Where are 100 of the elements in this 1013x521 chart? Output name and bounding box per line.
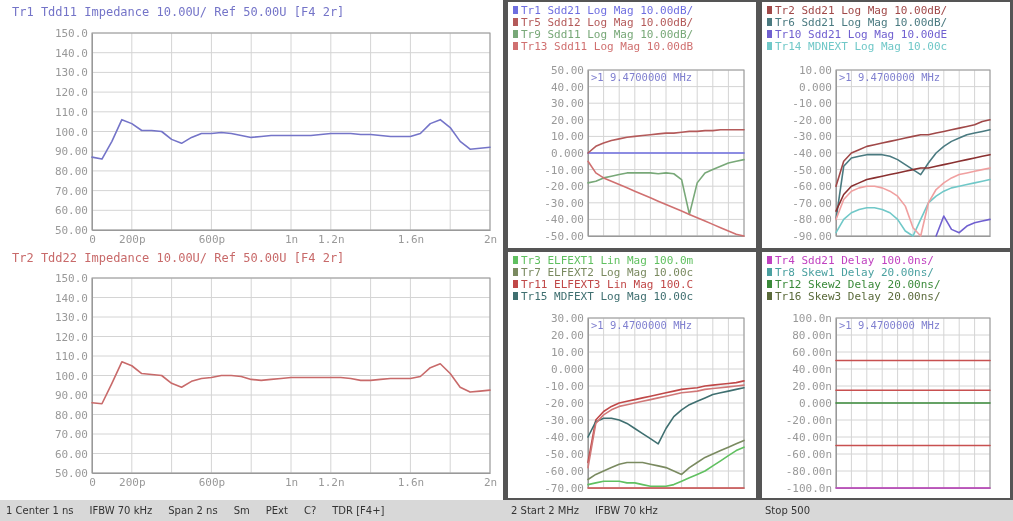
y-tick-label: 0.000 <box>798 80 832 94</box>
y-tick-label: -20.00 <box>544 180 584 194</box>
legend-label: Tr9 Sdd11 Log Mag 10.00dB/ <box>521 28 694 41</box>
legend-label: Tr3 ELFEXT1 Lin Mag 100.0m <box>521 254 694 267</box>
y-tick-label: -10.00 <box>544 380 584 394</box>
y-tick-label: 30.00 <box>550 97 584 111</box>
y-tick-label: -50.00 <box>792 163 832 177</box>
annotation: >1 9.4700000 MHz <box>839 319 941 331</box>
x-tick-label: 1.6n <box>397 232 425 246</box>
line-series <box>835 128 991 221</box>
y-tick-label: 120.0 <box>54 330 88 344</box>
y-tick-label: 120.0 <box>54 86 88 100</box>
chart-title: Tr2 Tdd22 Impedance 10.00U/ Ref 50.00U [F4 2r] <box>12 251 345 265</box>
y-tick-label: 10.00 <box>798 64 832 78</box>
line-series <box>91 118 491 160</box>
line-series <box>587 439 745 481</box>
line-series <box>935 215 991 237</box>
y-tick-label: 70.00 <box>54 428 88 442</box>
legend-label: Tr1 Sdd21 Log Mag 10.00dB/ <box>521 4 694 17</box>
line-series <box>587 128 745 154</box>
legend-label: Tr10 Sdd21 Log Mag 10.00dE <box>775 28 948 41</box>
legend-label: Tr14 MDNEXT Log Mag 10.00c <box>775 40 948 53</box>
x-tick-label: 1.2n <box>318 475 345 489</box>
y-tick-label: 130.0 <box>54 66 88 80</box>
legend-label: Tr5 Sdd12 Log Mag 10.00dB/ <box>521 16 694 29</box>
text: C? <box>303 505 317 516</box>
y-tick-label: 50.00 <box>54 467 88 481</box>
y-tick-label: 130.0 <box>54 311 88 325</box>
x-tick-label: 0 <box>89 475 96 489</box>
y-tick-label: 110.0 <box>54 105 88 119</box>
y-tick-label: -40.00 <box>544 431 584 445</box>
x-tick-label: 2n <box>483 232 498 246</box>
y-tick-label: -100.0n <box>785 482 832 496</box>
y-tick-label: -10.00 <box>792 97 832 111</box>
text: Span 2 ns <box>168 505 218 516</box>
legend-label: Tr16 Skew3 Delay 20.00ns/ <box>775 290 941 303</box>
y-tick-label: 90.00 <box>54 389 88 403</box>
y-tick-label: 20.00 <box>550 113 584 127</box>
y-tick-label: -80.00 <box>792 213 832 227</box>
y-tick-label: 60.00 <box>54 204 88 218</box>
y-tick-label: 0.000 <box>550 147 584 161</box>
legend-label: Tr12 Skew2 Delay 20.00ns/ <box>775 278 941 291</box>
legend-label: Tr11 ELFEXT3 Lin Mag 100.C <box>521 278 694 291</box>
legend-label: Tr2 Sdd21 Log Mag 10.00dB/ <box>775 4 948 17</box>
y-tick-label: 80.00 <box>54 408 88 422</box>
y-tick-label: 100.0 <box>54 369 88 383</box>
text: 2 Start 2 MHz <box>511 505 580 516</box>
legend-label: Tr7 ELFEXT2 Log Mag 10.00c <box>521 266 694 279</box>
y-tick-label: -20.00n <box>785 414 832 428</box>
y-tick-label: 140.0 <box>54 46 88 60</box>
y-tick-label: -60.00n <box>785 448 832 462</box>
y-tick-label: -90.00 <box>792 230 832 244</box>
text: PExt <box>265 505 288 516</box>
y-tick-label: 40.00n <box>792 363 832 377</box>
line-series <box>587 386 745 445</box>
line-series <box>587 158 745 216</box>
y-tick-label: -50.00 <box>544 448 584 462</box>
y-tick-label: -10.00 <box>544 163 584 177</box>
y-tick-label: 100.0 <box>54 125 88 139</box>
y-tick-label: -70.00 <box>544 482 584 496</box>
y-tick-label: -60.00 <box>544 465 584 479</box>
y-tick-label: 70.00 <box>54 184 88 198</box>
y-tick-label: 30.00 <box>550 312 584 326</box>
y-tick-label: -40.00 <box>792 147 832 161</box>
y-tick-label: 90.00 <box>54 145 88 159</box>
line-series <box>835 153 991 212</box>
y-tick-label: 0.000 <box>550 363 584 377</box>
y-tick-label: 110.0 <box>54 350 88 364</box>
y-tick-label: 80.00n <box>792 329 832 343</box>
annotation: >1 9.4700000 MHz <box>839 71 941 83</box>
y-tick-label: -50.00 <box>544 230 584 244</box>
y-tick-label: -60.00 <box>792 180 832 194</box>
text: TDR [F4+] <box>331 505 385 516</box>
legend-label: Tr13 Sdd11 Log Mag 10.00dB <box>521 40 694 53</box>
y-tick-label: 60.00 <box>54 447 88 461</box>
text: Stop 500 <box>765 505 810 516</box>
y-tick-label: 150.0 <box>54 27 88 41</box>
annotation: >1 9.4700000 MHz <box>591 319 693 331</box>
y-tick-label: -30.00 <box>792 130 832 144</box>
x-tick-label: 200p <box>119 232 146 246</box>
x-tick-label: 1n <box>284 475 299 489</box>
legend-label: Tr6 Sdd21 Log Mag 10.00dB/ <box>775 16 948 29</box>
x-tick-label: 600p <box>198 475 226 489</box>
x-tick-label: 1.6n <box>397 475 425 489</box>
y-tick-label: 150.0 <box>54 272 88 286</box>
y-tick-label: -70.00 <box>792 196 832 210</box>
y-tick-label: 10.00 <box>550 130 584 144</box>
y-tick-label: 80.00 <box>54 164 88 178</box>
y-tick-label: 60.00n <box>792 346 832 360</box>
line-series <box>91 361 491 405</box>
y-tick-label: 40.00 <box>550 80 584 94</box>
annotation: >1 9.4700000 MHz <box>591 71 693 83</box>
line-series <box>835 119 991 187</box>
text: IFBW 70 kHz <box>595 505 658 516</box>
y-tick-label: -80.00n <box>785 465 832 479</box>
y-tick-label: 20.00n <box>792 380 832 394</box>
text: Sm <box>233 505 250 516</box>
y-tick-label: -30.00 <box>544 414 584 428</box>
x-tick-label: 1n <box>284 232 299 246</box>
legend-label: Tr4 Sdd21 Delay 100.0ns/ <box>775 254 934 267</box>
